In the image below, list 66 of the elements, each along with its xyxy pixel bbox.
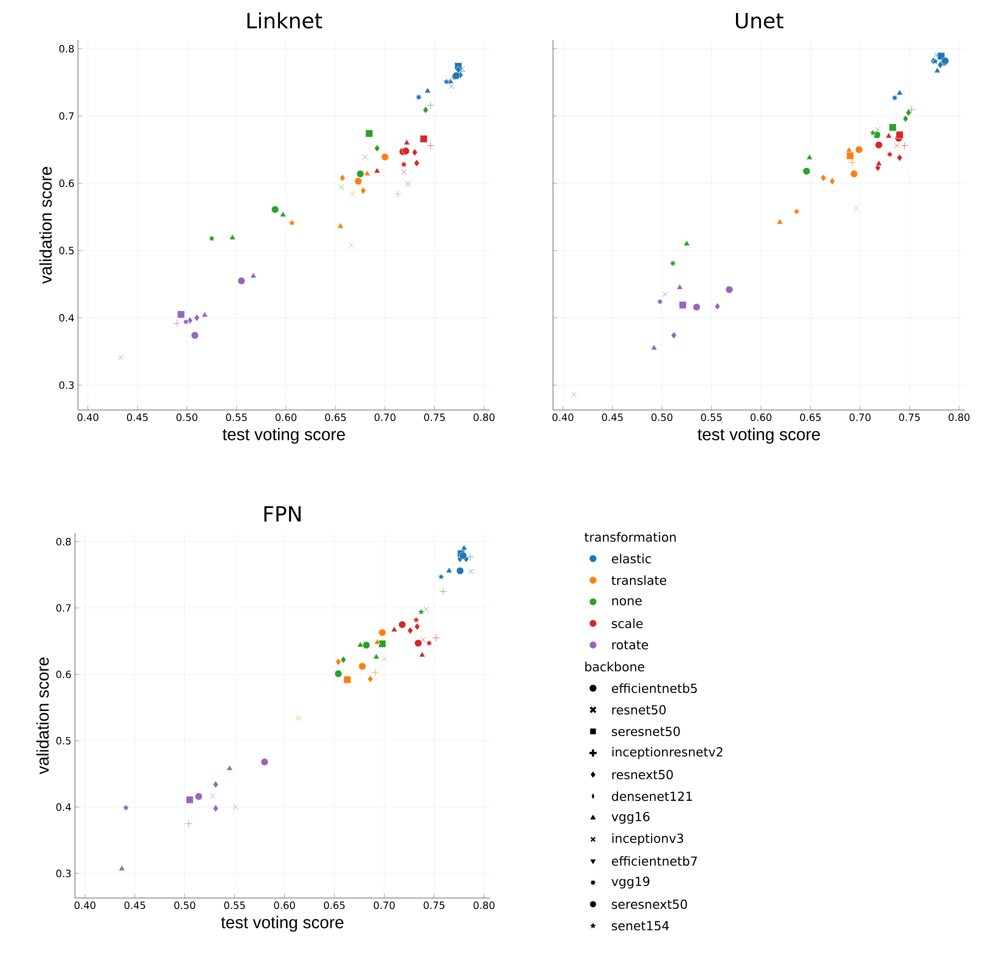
x-axis-title: test voting score: [698, 428, 820, 444]
x-tick-label: 0.60: [276, 414, 296, 422]
legend-label: none: [612, 598, 642, 606]
text: vgg16: [612, 812, 650, 824]
y-tick-label: 0.7: [56, 604, 71, 612]
x-tick-label: 0.60: [750, 414, 772, 422]
y-tick-label: 0.8: [59, 44, 74, 53]
x-tick-label: 0.65: [800, 414, 821, 422]
x-axis-title: test voting score: [221, 916, 344, 932]
chart-title: Linknet: [247, 12, 322, 28]
y-tick-label: 0.3: [56, 870, 71, 878]
text: senet154: [612, 921, 669, 930]
x-tick-label: 0.65: [324, 902, 345, 910]
x-tick-label: 0.70: [374, 414, 396, 422]
y-tick-label: 0.4: [56, 803, 71, 811]
y-tick-label: 0.5: [56, 736, 71, 744]
y-tick-label: 0.6: [56, 670, 71, 678]
text: backbone: [585, 662, 644, 672]
text: resnext50: [612, 770, 673, 780]
x-tick-label: 0.50: [652, 414, 672, 422]
text: efficientnetb7: [612, 856, 697, 866]
x-tick-label: 0.80: [474, 902, 494, 910]
x-tick-label: 0.45: [124, 902, 146, 910]
text: inceptionv3: [612, 833, 684, 846]
x-axis-title: test voting score: [222, 428, 345, 444]
text: transformation: [584, 532, 676, 542]
x-tick-label: 0.45: [126, 414, 148, 422]
x-tick-label: 0.75: [424, 414, 445, 422]
y-axis-title: validation score: [39, 166, 52, 284]
x-tick-label: 0.55: [701, 414, 722, 422]
x-tick-label: 0.70: [850, 414, 870, 422]
chart-title: FPN: [264, 506, 301, 522]
x-tick-label: 0.55: [226, 414, 247, 422]
text: seresnet50: [612, 726, 680, 736]
x-tick-label: 0.40: [552, 414, 574, 422]
text: vgg19: [612, 876, 650, 889]
legend-label: elastic: [612, 554, 651, 564]
x-tick-label: 0.75: [424, 902, 444, 910]
chart-title: Unet: [736, 12, 784, 28]
x-tick-label: 0.75: [899, 414, 920, 422]
x-tick-label: 0.45: [602, 414, 623, 422]
x-tick-label: 0.60: [274, 902, 295, 910]
x-tick-label: 0.70: [374, 902, 395, 910]
text: inceptionresnetv2: [612, 746, 722, 760]
y-tick-label: 0.4: [59, 314, 74, 322]
text: resnet50: [612, 705, 666, 714]
text: efficientnetb5: [612, 683, 697, 694]
y-tick-label: 0.7: [59, 112, 74, 120]
y-tick-label: 0.5: [59, 246, 74, 254]
x-tick-label: 0.40: [74, 902, 96, 910]
text: seresnext50: [612, 899, 687, 909]
legend-label: rotate: [612, 640, 648, 650]
x-tick-label: 0.55: [224, 902, 245, 910]
legend-label: translate: [612, 575, 666, 586]
y-axis-title: validation score: [36, 657, 49, 774]
x-tick-label: 0.65: [325, 414, 346, 422]
x-tick-label: 0.80: [474, 414, 494, 422]
y-tick-label: 0.8: [56, 538, 71, 546]
x-tick-label: 0.80: [948, 414, 970, 422]
legend-label: scale: [612, 618, 643, 628]
x-tick-label: 0.50: [174, 902, 196, 910]
text: densenet121: [612, 791, 692, 802]
y-tick-label: 0.3: [59, 381, 74, 389]
x-tick-label: 0.50: [176, 414, 198, 422]
x-tick-label: 0.40: [77, 414, 98, 422]
y-tick-label: 0.6: [59, 180, 74, 188]
